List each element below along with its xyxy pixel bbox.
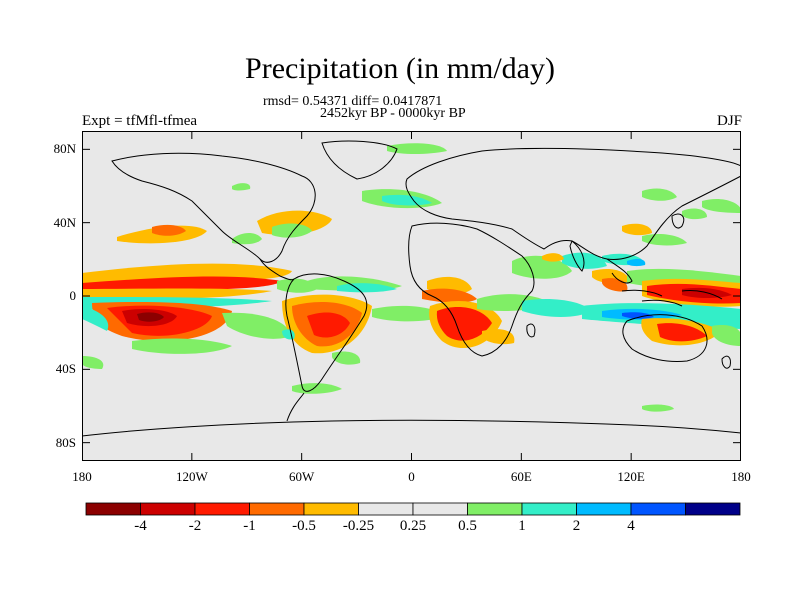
lat-tick-label: 40N — [53, 214, 76, 230]
anomaly-blob — [272, 223, 312, 238]
anomaly-blob — [622, 223, 652, 236]
anomaly-blob — [232, 183, 251, 191]
anomaly-blob — [152, 224, 186, 236]
anomaly-blob — [82, 356, 104, 369]
colorbar-segment — [521, 502, 577, 516]
lat-tick-label: 40S — [55, 361, 76, 377]
colorbar-segment — [467, 502, 523, 516]
anomaly-blob — [82, 306, 109, 331]
anomaly-blob — [522, 299, 592, 317]
lon-tick-label: 0 — [408, 469, 415, 484]
coastline-japan — [671, 213, 685, 229]
anomaly-blob — [137, 312, 164, 322]
coastline-madagascar — [526, 323, 536, 338]
experiment-label: Expt = tfMfl-tfmea — [82, 113, 198, 129]
colorbar-label: -4 — [134, 518, 147, 534]
colorbar-segment — [358, 502, 414, 516]
coastline-southeast-asia — [606, 258, 633, 284]
coastline-new-zealand — [721, 355, 731, 369]
anomaly-blob — [307, 312, 350, 338]
coastline-greenland — [321, 140, 398, 180]
colorbar-label: 0.5 — [458, 518, 477, 534]
colorbar-label: -0.5 — [292, 518, 316, 534]
colorbar-segment — [249, 502, 305, 516]
period-text: 2452kyr BP - 0000kyr BP — [320, 106, 466, 121]
anomaly-blob — [622, 312, 654, 319]
lon-tick-label: 60W — [289, 469, 315, 484]
anomaly-blob — [542, 253, 564, 262]
precip-anomaly-fields — [82, 143, 741, 412]
coastline-south-america — [285, 273, 368, 392]
anomaly-blob — [332, 351, 361, 365]
anomaly-blob — [657, 323, 707, 342]
colorbar-label: -2 — [188, 518, 202, 534]
anomaly-blob — [382, 194, 432, 206]
anomaly-blob — [387, 143, 447, 154]
coastline-north-america — [111, 152, 316, 263]
colorbar-segment — [85, 502, 141, 516]
colorbar-label: -1 — [243, 518, 256, 534]
anomaly-blob — [372, 305, 447, 322]
anomaly-blob — [222, 312, 292, 339]
colorbar-segment — [685, 502, 741, 516]
lon-tick-label: 120W — [175, 469, 208, 484]
lon-tick-label: 180 — [731, 469, 751, 484]
anomaly-blob — [232, 233, 262, 245]
anomaly-blob — [702, 198, 741, 213]
coastline-australia — [622, 314, 708, 362]
colorbar-segment — [576, 502, 632, 516]
coastline-antarctica — [82, 419, 741, 437]
colorbar-segment — [412, 502, 468, 516]
anomaly-blob — [422, 288, 477, 303]
lon-tick-label: 180 — [72, 469, 92, 484]
anomaly-blob — [436, 307, 492, 341]
coastline-antarctic-peninsula — [286, 392, 305, 422]
colorbar-label: -0.25 — [342, 518, 375, 534]
colorbar-label: 4 — [627, 518, 635, 534]
colorbar-label: 1 — [518, 518, 526, 534]
coastlines — [82, 140, 741, 437]
anomaly-blob — [132, 338, 232, 354]
stats-text: rmsd= 0.54371 diff= 0.0417871 — [263, 94, 443, 109]
colorbar-segment — [303, 502, 359, 516]
lon-tick-label: 120E — [617, 469, 645, 484]
anomaly-blob — [642, 188, 677, 201]
lat-tick-label: 0 — [69, 288, 77, 303]
lat-tick-label: 80N — [53, 141, 76, 157]
lat-tick-label: 80S — [55, 434, 76, 450]
map-title: Precipitation (in mm/day) — [245, 52, 555, 85]
colorbar-segment — [194, 502, 250, 516]
anomaly-blob — [482, 329, 515, 345]
colorbar-label: 0.25 — [399, 518, 427, 534]
anomaly-blob — [627, 258, 646, 267]
anomaly-blob — [682, 208, 707, 220]
season-label: DJF — [716, 113, 742, 129]
axis-ticks — [82, 131, 741, 461]
anomaly-blob — [712, 325, 741, 346]
coastline-eurasia — [405, 147, 741, 260]
colorbar-segment — [140, 502, 196, 516]
colorbar-label: 2 — [572, 518, 581, 534]
coastline-central-america — [259, 258, 295, 281]
lon-tick-label: 60E — [510, 469, 532, 484]
anomaly-blob — [642, 404, 674, 412]
coastline-india — [569, 240, 585, 272]
coastline-indonesia — [621, 289, 723, 307]
colorbar-segment — [630, 502, 686, 516]
colorbar — [85, 502, 741, 516]
precipitation-map — [82, 131, 741, 461]
coastline-africa — [408, 222, 535, 357]
